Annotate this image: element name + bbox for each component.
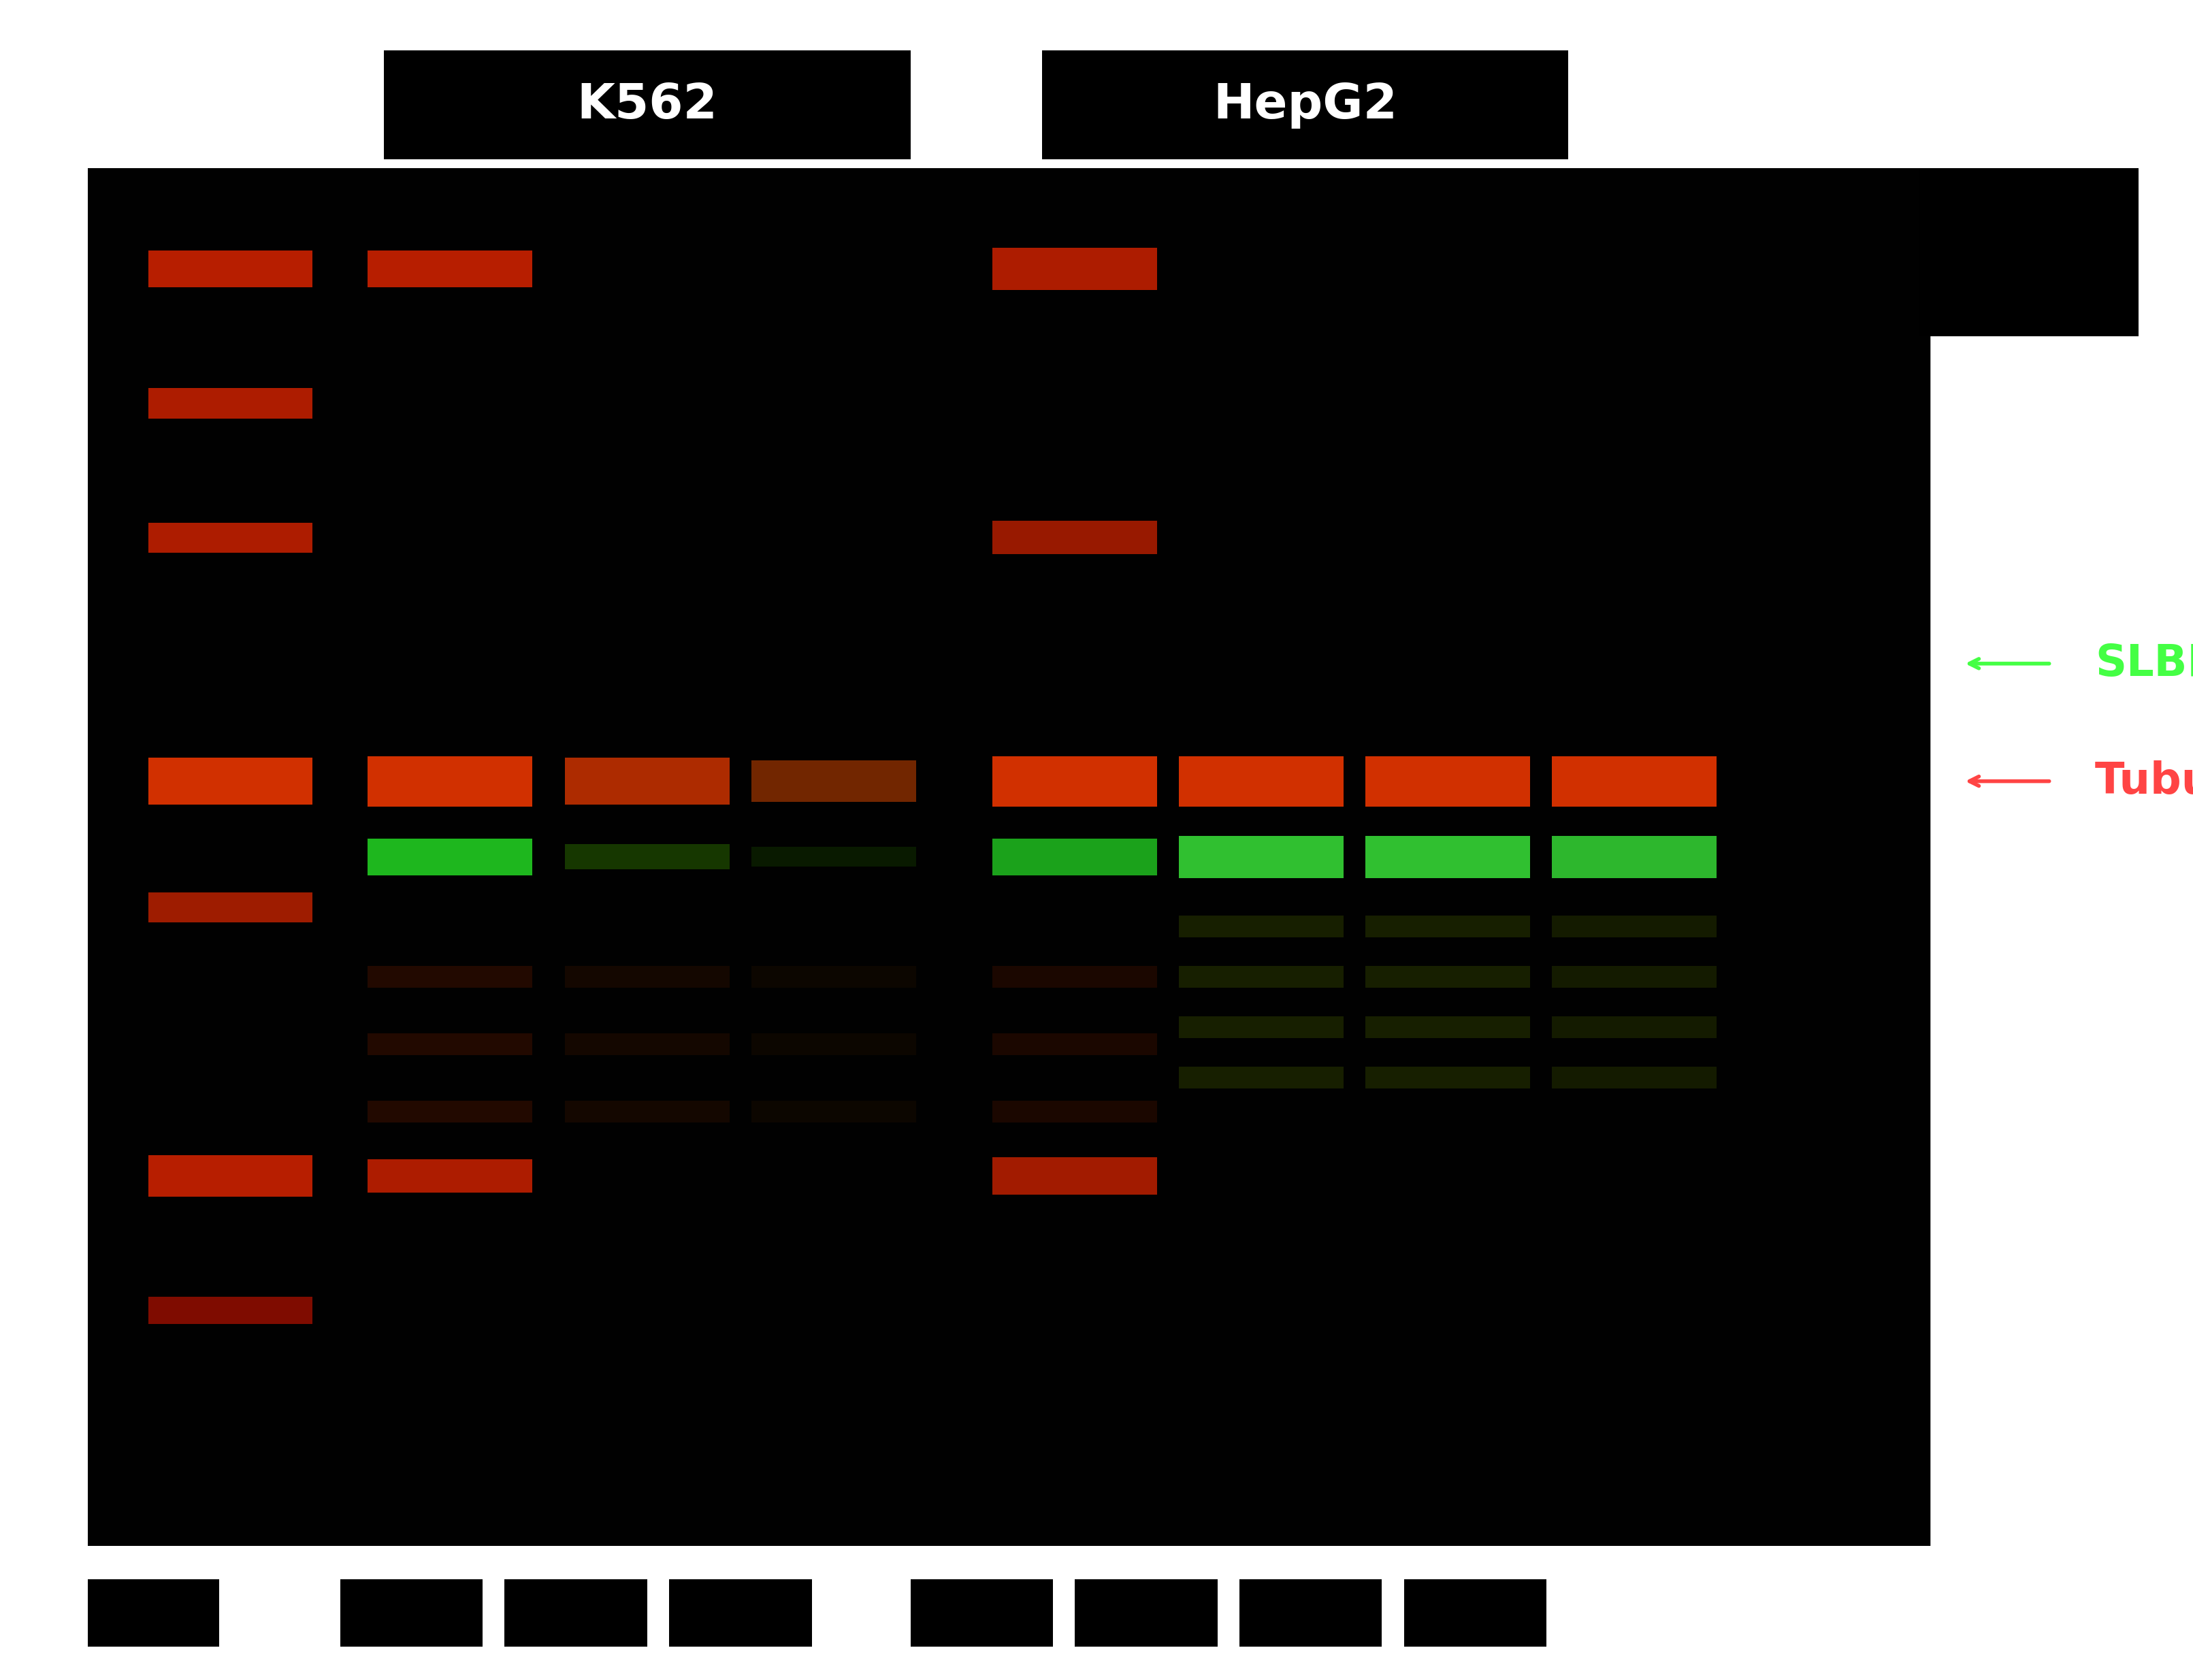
Bar <box>991 756 1158 806</box>
Bar <box>1364 916 1529 937</box>
Bar <box>1550 837 1715 877</box>
Bar <box>566 1100 728 1122</box>
Text: K562: K562 <box>577 82 717 128</box>
Text: HepG2: HepG2 <box>1213 82 1397 128</box>
Bar <box>384 50 910 160</box>
Bar <box>1550 966 1715 988</box>
Bar <box>750 1100 917 1122</box>
Bar <box>149 1297 314 1324</box>
Bar <box>991 1100 1158 1122</box>
Bar <box>750 966 917 988</box>
Bar <box>340 1579 482 1646</box>
Bar <box>991 966 1158 988</box>
Bar <box>366 250 531 287</box>
Bar <box>1919 168 2138 336</box>
Bar <box>566 966 728 988</box>
Bar <box>1364 1067 1529 1089</box>
Bar <box>366 1100 531 1122</box>
Bar <box>504 1579 647 1646</box>
Bar <box>750 759 917 801</box>
Bar <box>566 758 728 805</box>
Bar <box>991 1033 1158 1055</box>
Bar <box>991 838 1158 875</box>
Bar <box>1180 916 1342 937</box>
Bar <box>750 1033 917 1055</box>
Bar <box>1404 1579 1546 1646</box>
Bar <box>149 1156 314 1196</box>
Bar <box>991 521 1158 554</box>
Bar <box>149 892 314 922</box>
Bar <box>1239 1579 1382 1646</box>
Bar <box>1180 1067 1342 1089</box>
Bar <box>750 847 917 867</box>
Bar <box>1180 837 1342 877</box>
Bar <box>149 250 314 287</box>
Bar <box>366 756 531 806</box>
Bar <box>669 1579 811 1646</box>
Bar <box>366 1033 531 1055</box>
Bar <box>1364 966 1529 988</box>
Bar <box>1180 756 1342 806</box>
Bar <box>88 1579 219 1646</box>
Bar <box>366 966 531 988</box>
Bar <box>1550 1016 1715 1038</box>
Bar <box>1042 50 1568 160</box>
Bar <box>149 388 314 418</box>
Bar <box>991 1158 1158 1194</box>
Bar <box>1180 1016 1342 1038</box>
Bar <box>910 1579 1053 1646</box>
Bar <box>1550 756 1715 806</box>
Bar <box>1550 916 1715 937</box>
Bar <box>566 845 728 870</box>
Bar <box>366 1159 531 1193</box>
Text: SLBP: SLBP <box>2094 642 2193 685</box>
Bar <box>149 522 314 553</box>
Bar <box>566 1033 728 1055</box>
Bar <box>1364 837 1529 877</box>
Bar <box>1364 756 1529 806</box>
Bar <box>1550 1067 1715 1089</box>
Bar <box>366 838 531 875</box>
Bar <box>149 758 314 805</box>
Bar <box>1364 1016 1529 1038</box>
Text: Tubulin: Tubulin <box>2094 759 2193 803</box>
Bar <box>1180 966 1342 988</box>
FancyBboxPatch shape <box>88 168 1930 1546</box>
Bar <box>991 247 1158 291</box>
Bar <box>1075 1579 1217 1646</box>
